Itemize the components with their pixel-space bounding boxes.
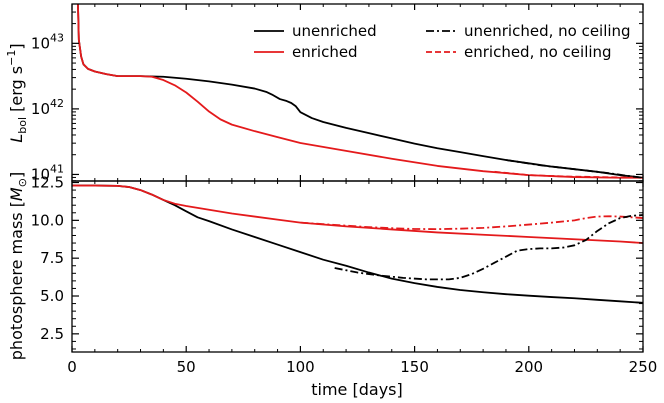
luminosity-line-enriched (77, 4, 643, 179)
x-tick-label: 250 (629, 358, 658, 376)
x-tick-label: 50 (177, 358, 196, 376)
x-tick-label: 0 (67, 358, 77, 376)
x-tick-label: 200 (514, 358, 543, 376)
legend-label-unenriched-no-ceiling: unenriched, no ceiling (464, 22, 631, 40)
luminosity-line-enriched-no-ceiling (494, 170, 643, 179)
photosphere-mass-line-enriched (72, 184, 643, 244)
tick-labels: 0 50 100 150 200 250 1043 1042 1041 2.5 5.0 7.5 10.0… (31, 31, 658, 376)
y-tick-label: 2.5 (40, 325, 64, 343)
photosphere-mass-y-axis-label: photosphere mass [M⊙] (7, 172, 29, 360)
y-tick-label: 1043 (31, 31, 64, 52)
x-axis-label: time [days] (311, 380, 402, 399)
y-tick-label: 1042 (31, 97, 64, 118)
photosphere-mass-series-group (72, 184, 643, 304)
luminosity-series-group (77, 4, 643, 179)
x-tick-label: 150 (400, 358, 429, 376)
y-tick-label: 12.5 (31, 174, 64, 192)
legend-label-unenriched: unenriched (292, 22, 377, 40)
photosphere-mass-line-enriched-no-ceiling (300, 215, 643, 231)
photosphere-mass-line-unenriched-no-ceiling (334, 214, 643, 281)
y-tick-label: 10.0 (31, 211, 64, 229)
photosphere-mass-panel-frame (71, 180, 644, 353)
luminosity-y-axis-label: Lbol [erg s−1] (5, 43, 29, 142)
luminosity-line-unenriched-no-ceiling (505, 159, 643, 179)
y-tick-label: 7.5 (40, 249, 64, 267)
y-tick-label: 5.0 (40, 287, 64, 305)
legend-label-enriched: enriched (292, 43, 358, 61)
tick-marks (71, 4, 644, 352)
legend: unenriched enriched unenriched, no ceili… (254, 22, 631, 61)
x-tick-label: 100 (286, 358, 315, 376)
legend-label-enriched-no-ceiling: enriched, no ceiling (464, 43, 612, 61)
y-tick-label: 1041 (31, 162, 64, 183)
photosphere-mass-line-unenriched (72, 184, 643, 304)
